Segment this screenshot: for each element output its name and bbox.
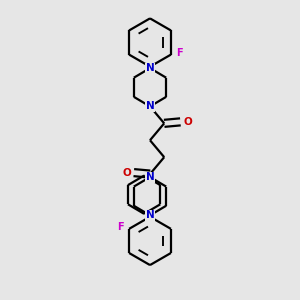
Text: F: F (176, 48, 183, 58)
Text: N: N (146, 172, 154, 182)
Text: N: N (146, 210, 154, 220)
Text: O: O (122, 168, 131, 178)
Text: O: O (183, 117, 192, 127)
Text: N: N (146, 101, 154, 111)
Text: N: N (146, 63, 154, 73)
Text: F: F (117, 222, 124, 233)
